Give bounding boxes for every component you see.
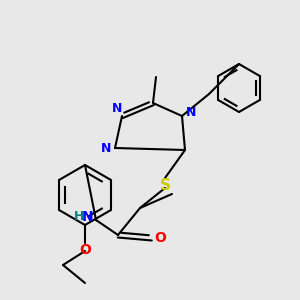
Text: O: O: [79, 243, 91, 257]
Text: N: N: [101, 142, 111, 154]
Text: N: N: [82, 210, 94, 224]
Text: S: S: [160, 178, 170, 194]
Text: N: N: [112, 101, 122, 115]
Text: O: O: [154, 231, 166, 245]
Text: H: H: [74, 211, 84, 224]
Text: N: N: [186, 106, 196, 119]
